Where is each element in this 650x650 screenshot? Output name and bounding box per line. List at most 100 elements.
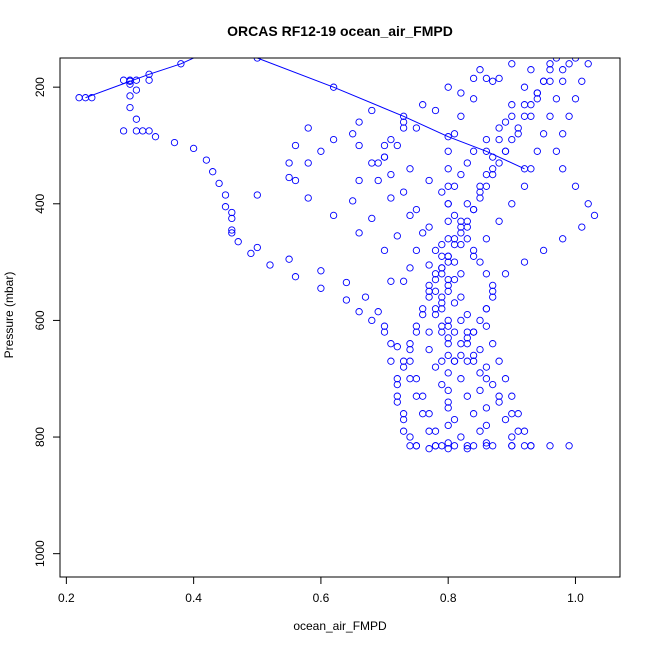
data-point: [469, 442, 478, 450]
data-point: [419, 310, 427, 319]
data-point: [361, 293, 370, 301]
data-point: [463, 235, 471, 243]
data-point: [202, 156, 211, 164]
data-point: [419, 229, 427, 237]
data-point: [228, 226, 236, 234]
data-point: [457, 223, 465, 231]
chart-title: ORCAS RF12-19 ocean_air_FMPD: [227, 23, 453, 39]
data-point: [425, 410, 433, 418]
data-point: [469, 205, 478, 214]
data-point: [489, 165, 497, 173]
series-17: [75, 74, 503, 365]
data-point: [469, 351, 478, 360]
data-point: [253, 58, 261, 62]
data-point: [476, 427, 484, 435]
data-point: [431, 363, 440, 371]
data-point: [399, 363, 408, 371]
data-point: [387, 194, 395, 202]
data-point: [317, 147, 325, 155]
data-point: [425, 261, 433, 269]
data-point: [482, 322, 491, 330]
data-point: [476, 188, 484, 196]
data-point: [489, 281, 497, 290]
series-15: [450, 58, 580, 190]
data-point: [457, 89, 465, 97]
data-point: [406, 357, 414, 365]
data-point: [431, 442, 440, 450]
data-point: [368, 159, 376, 167]
data-point: [520, 83, 529, 91]
data-point: [438, 328, 446, 336]
data-point: [393, 380, 401, 389]
data-point: [450, 235, 459, 243]
data-point: [342, 278, 351, 287]
data-point: [431, 246, 440, 255]
data-point: [444, 281, 452, 290]
data-point: [463, 200, 471, 208]
data-point: [469, 95, 478, 103]
data-point: [444, 398, 452, 406]
data-point: [482, 375, 491, 383]
data-point: [399, 118, 408, 126]
data-point: [463, 310, 471, 319]
data-point: [431, 310, 440, 319]
data-point: [387, 340, 395, 348]
data-point: [501, 270, 510, 278]
series-6: [380, 66, 516, 450]
data-point: [304, 159, 312, 167]
data-point: [565, 442, 573, 450]
data-point: [571, 58, 580, 62]
data-point: [119, 76, 128, 84]
data-point: [463, 217, 471, 225]
data-point: [145, 70, 153, 78]
data-point: [387, 170, 395, 179]
data-point: [450, 328, 459, 336]
data-point: [368, 316, 376, 325]
data-point: [145, 127, 153, 135]
data-point: [533, 147, 541, 155]
data-point: [419, 410, 427, 418]
data-series-group: [75, 58, 599, 453]
data-point: [444, 439, 452, 447]
data-point: [495, 159, 503, 167]
data-point: [578, 223, 586, 231]
x-axis-label: ocean_air_FMPD: [293, 619, 387, 633]
data-point: [438, 270, 446, 278]
data-point: [393, 392, 401, 400]
data-point: [266, 261, 274, 269]
data-point: [228, 214, 236, 223]
data-point: [501, 415, 510, 424]
data-point: [438, 293, 446, 301]
data-point: [482, 363, 491, 371]
data-point: [438, 442, 446, 450]
data-point: [285, 173, 293, 182]
data-point: [495, 124, 503, 132]
data-point: [221, 203, 230, 211]
data-point: [476, 345, 484, 354]
data-point: [438, 240, 446, 249]
data-point: [450, 130, 459, 138]
data-point: [457, 112, 465, 120]
data-point: [495, 357, 503, 365]
data-point: [489, 153, 497, 161]
data-point: [552, 147, 561, 155]
data-point: [399, 415, 408, 424]
data-point: [508, 410, 516, 418]
data-point: [457, 270, 465, 278]
data-point: [489, 170, 497, 179]
data-point: [457, 375, 465, 383]
data-point: [444, 83, 452, 91]
data-point: [501, 375, 510, 383]
data-point: [342, 296, 351, 304]
data-point: [406, 211, 414, 220]
data-point: [508, 442, 516, 450]
data-point: [457, 340, 465, 348]
data-point: [539, 246, 548, 255]
x-tick-label: 0.2: [58, 591, 75, 605]
data-point: [374, 308, 382, 316]
data-point: [444, 340, 452, 348]
data-point: [132, 86, 141, 94]
data-point: [444, 182, 452, 190]
data-point: [514, 410, 522, 418]
